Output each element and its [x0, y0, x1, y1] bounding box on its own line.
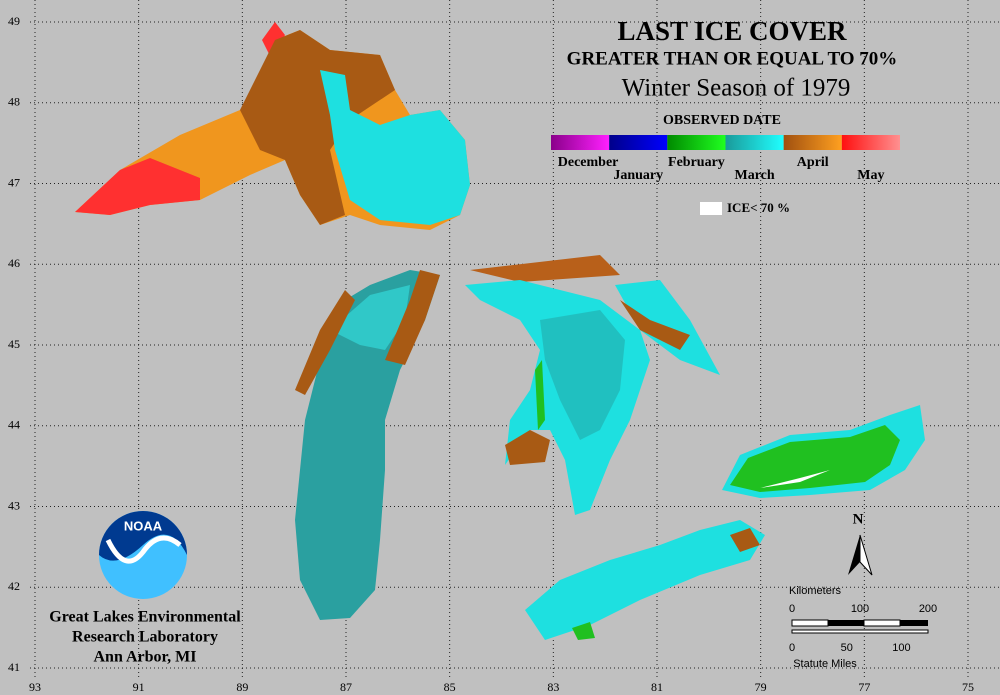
km-tick-label: 200 [919, 603, 937, 615]
latitude-label: 41 [8, 660, 20, 674]
legend-swatch [841, 135, 900, 150]
longitude-label: 75 [962, 680, 974, 694]
latitude-label: 44 [8, 418, 20, 432]
logo-text: NOAA [124, 518, 163, 533]
legend-label: February [668, 155, 725, 170]
longitude-label: 79 [755, 680, 767, 694]
credit-line: Research Laboratory [72, 629, 218, 646]
longitude-label: 81 [651, 680, 663, 694]
legend-label: May [857, 168, 884, 183]
lake-ontario [722, 405, 925, 498]
latitude-label: 42 [8, 579, 20, 593]
longitude-label: 91 [133, 680, 145, 694]
latitude-label: 47 [8, 175, 20, 189]
lake-michigan [295, 270, 440, 620]
km-tick-label: 100 [851, 603, 869, 615]
longitude-label: 83 [547, 680, 559, 694]
legend-title: OBSERVED DATE [663, 113, 781, 128]
legend-swatch [667, 135, 726, 150]
latitude-label: 46 [8, 256, 20, 270]
latitude-label: 45 [8, 337, 20, 351]
subtitle: GREATER THAN OR EQUAL TO 70% [567, 48, 898, 69]
latitude-label: 48 [8, 95, 20, 109]
legend-label: April [797, 155, 829, 170]
legend-swatch [783, 135, 842, 150]
mi-tick-label: 50 [841, 642, 853, 654]
legend-label: March [734, 168, 774, 183]
mi-title: Statute Miles [793, 658, 857, 670]
lake-huron [465, 255, 720, 515]
low-ice-label: ICE< 70 % [727, 200, 790, 215]
north-arrow [848, 534, 873, 576]
legend-swatch [551, 135, 610, 150]
mi-tick-label: 100 [892, 642, 910, 654]
credit-line: Great Lakes Environmental [49, 609, 241, 626]
credit-line: Ann Arbor, MI [94, 649, 197, 666]
lake-superior [75, 22, 470, 230]
longitude-label: 93 [29, 680, 41, 694]
legend-label: January [613, 168, 663, 183]
mi-tick-label: 0 [789, 642, 795, 654]
km-title: Kilometers [789, 585, 841, 597]
legend-swatch [725, 135, 784, 150]
noaa-logo: NOAA [99, 511, 187, 599]
north-label: N [853, 511, 864, 527]
longitude-label: 85 [444, 680, 456, 694]
scale-bar: 0 100 200 0 50 100 [789, 603, 937, 654]
title: LAST ICE COVER [617, 16, 847, 46]
longitude-label: 89 [236, 680, 248, 694]
longitude-label: 77 [858, 680, 870, 694]
legend-label: December [558, 155, 619, 170]
lake-erie [525, 520, 765, 640]
season: Winter Season of 1979 [622, 75, 851, 102]
legend-swatch [609, 135, 668, 150]
latitude-label: 49 [8, 14, 20, 28]
latitude-label: 43 [8, 498, 20, 512]
longitude-label: 87 [340, 680, 352, 694]
km-tick-label: 0 [789, 603, 795, 615]
low-ice-swatch [700, 202, 722, 215]
